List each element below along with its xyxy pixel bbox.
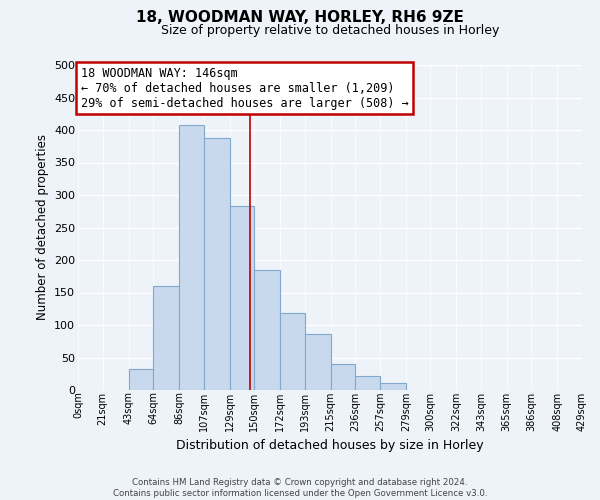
Bar <box>153 286 179 390</box>
Bar <box>254 270 280 390</box>
Bar <box>355 376 380 390</box>
Bar <box>305 334 331 390</box>
Text: 18 WOODMAN WAY: 146sqm
← 70% of detached houses are smaller (1,209)
29% of semi-: 18 WOODMAN WAY: 146sqm ← 70% of detached… <box>80 66 408 110</box>
Text: 18, WOODMAN WAY, HORLEY, RH6 9ZE: 18, WOODMAN WAY, HORLEY, RH6 9ZE <box>136 10 464 25</box>
Bar <box>179 125 204 390</box>
Bar <box>280 312 305 390</box>
Y-axis label: Number of detached properties: Number of detached properties <box>35 134 49 320</box>
Bar <box>380 383 406 390</box>
Text: Contains HM Land Registry data © Crown copyright and database right 2024.
Contai: Contains HM Land Registry data © Crown c… <box>113 478 487 498</box>
Bar <box>204 138 230 390</box>
Title: Size of property relative to detached houses in Horley: Size of property relative to detached ho… <box>161 24 499 38</box>
Bar <box>331 364 355 390</box>
X-axis label: Distribution of detached houses by size in Horley: Distribution of detached houses by size … <box>176 439 484 452</box>
Bar <box>230 206 254 390</box>
Bar <box>128 368 153 390</box>
